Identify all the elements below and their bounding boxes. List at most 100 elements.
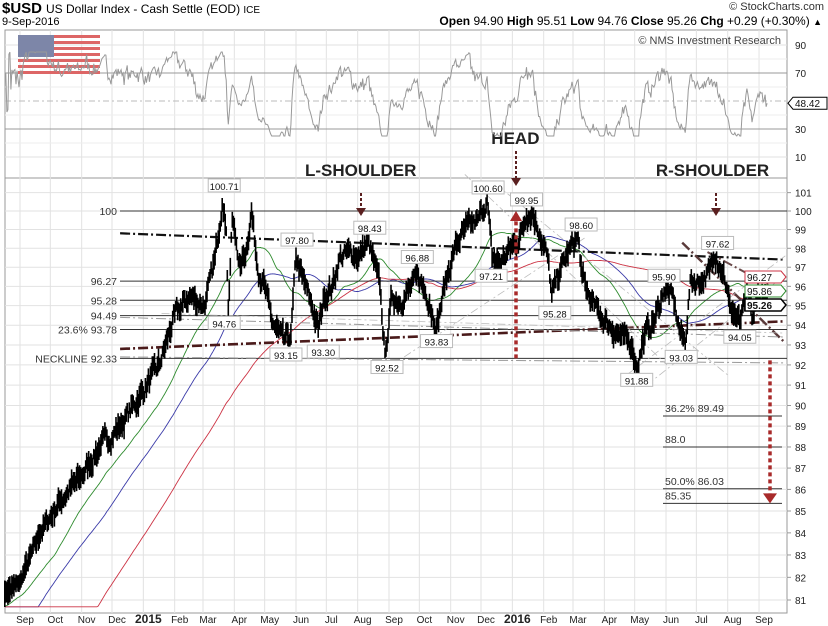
y-tick-label: 84 (795, 529, 807, 540)
pattern-arrow-head-icon (511, 178, 521, 186)
pivot-label: 95.90 (647, 268, 681, 283)
y-tick-label: 93 (795, 341, 807, 352)
y-tick-label: 95 (795, 302, 807, 313)
pivot-label-box (723, 329, 757, 344)
pivot-label: 97.21 (474, 268, 508, 283)
pivot-label-text: 97.80 (285, 236, 309, 247)
close-label: Close (630, 14, 664, 28)
low-label: Low (570, 14, 595, 28)
pivot-label-box (370, 360, 404, 375)
pivot-label: 97.80 (280, 232, 314, 247)
pivot-label-box (647, 268, 681, 283)
x-tick-label: Aug (354, 615, 372, 626)
pattern-label: L-SHOULDER (305, 161, 416, 180)
rsi-tick-label: 10 (795, 153, 807, 164)
pivot-label-text: 97.62 (706, 239, 730, 250)
fan-line (464, 174, 668, 366)
pivot-label: 100.71 (207, 178, 241, 193)
pivot-label: 99.95 (510, 192, 544, 207)
pivot-label: 100.60 (471, 180, 505, 195)
x-tick-label: May (630, 615, 649, 626)
x-tick-label: Nov (78, 615, 96, 626)
y-tick-label: 85 (795, 507, 807, 518)
pivot-label-text: 98.43 (358, 224, 382, 235)
flag-stripe (18, 41, 100, 44)
close-value: 95.26 (666, 14, 697, 28)
x-tick-label: Dec (108, 615, 126, 626)
pivot-label-box (664, 349, 698, 364)
chart-date: 9-Sep-2016 (2, 16, 60, 28)
pivot-label-box (207, 178, 241, 193)
pivot-label-box (400, 250, 434, 265)
pivot-label-box (564, 217, 598, 232)
level-label: 95.28 (91, 295, 117, 307)
x-tick-label: Feb (540, 615, 558, 626)
y-tick-label: 98 (795, 244, 807, 255)
pivot-label-box (701, 235, 735, 250)
pivot-label-box (207, 315, 241, 330)
y-tick-label: 88 (795, 443, 807, 454)
y-tick-label: 86 (795, 485, 807, 496)
x-tick-label: May (260, 615, 279, 626)
pivot-label: 93.30 (306, 344, 340, 359)
flag-stripe (18, 71, 100, 74)
pivot-label-text: 91.88 (625, 376, 649, 387)
x-tick-label: Mar (569, 615, 587, 626)
arrow-down-icon (763, 493, 777, 504)
x-tick-label: Sep (385, 615, 403, 626)
open-label: Open (439, 14, 471, 28)
pivot-label: 92.52 (370, 360, 404, 375)
flag-stripe (18, 35, 100, 38)
chg-label: Chg (700, 14, 724, 28)
pivot-label: 97.62 (701, 235, 735, 250)
x-tick-label: Sep (755, 615, 773, 626)
pivot-label-text: 100.60 (474, 184, 503, 195)
pattern-label: HEAD (491, 129, 539, 148)
pivot-label-box (269, 347, 303, 362)
pivot-label-text: 94.05 (728, 333, 752, 344)
pattern-arrow-head-icon (711, 208, 721, 216)
pivot-label-box (510, 192, 544, 207)
pivot-label-box (306, 344, 340, 359)
watermark-label: © NMS Investment Research (638, 35, 781, 47)
flag-stripe (18, 47, 100, 50)
x-tick-label: 2016 (504, 612, 531, 626)
pivot-label-box (353, 220, 387, 235)
flag-canton (18, 35, 54, 57)
ma200-value-tag-box (744, 270, 787, 284)
level-label: 94.49 (91, 311, 117, 323)
pivot-label-text: 94.76 (212, 319, 236, 330)
pivot-label: 98.43 (353, 220, 387, 235)
y-tick-label: 90 (795, 401, 807, 412)
rsi-line (5, 51, 768, 137)
x-tick-label: Mar (199, 615, 217, 626)
ma200-value-tag: 96.27 (744, 270, 787, 284)
arrow-up-icon (510, 211, 522, 221)
ma50-value-tag-box (744, 284, 787, 298)
pivot-label-box (471, 180, 505, 195)
target-label: 88.0 (665, 434, 686, 446)
y-tick-label: 94 (795, 321, 807, 332)
pivot-label: 91.88 (620, 372, 654, 387)
up-arrow-icon: ▲ (813, 17, 822, 27)
ma50-value-tag: 95.86 (744, 284, 787, 298)
x-tick-label: Oct (48, 615, 64, 626)
ma50-value-tag-text: 95.86 (747, 287, 772, 298)
level-label: NECKLINE 92.33 (35, 353, 117, 365)
chart-title: US Dollar Index - Cash Settle (EOD) ICE (46, 2, 260, 16)
rsi-tick-label: 90 (795, 41, 807, 52)
pivot-label-text: 100.71 (210, 182, 239, 193)
rsi-value-tag-box (787, 96, 828, 110)
pivot-label-text: 99.95 (515, 196, 539, 207)
falling-trendline (681, 241, 787, 344)
y-tick-label: 99 (795, 226, 807, 237)
pattern-label: R-SHOULDER (656, 161, 769, 180)
ma200-value-tag-text: 96.27 (747, 273, 772, 284)
pivot-label-text: 93.83 (425, 338, 449, 349)
y-tick-label: 82 (795, 573, 807, 584)
title-text: US Dollar Index - Cash Settle (EOD) (46, 2, 241, 16)
pivot-label-box (620, 372, 654, 387)
last-close-tag-box (744, 298, 787, 312)
brand-label: © StockCharts.com (729, 1, 824, 13)
y-tick-label: 97 (795, 263, 807, 274)
